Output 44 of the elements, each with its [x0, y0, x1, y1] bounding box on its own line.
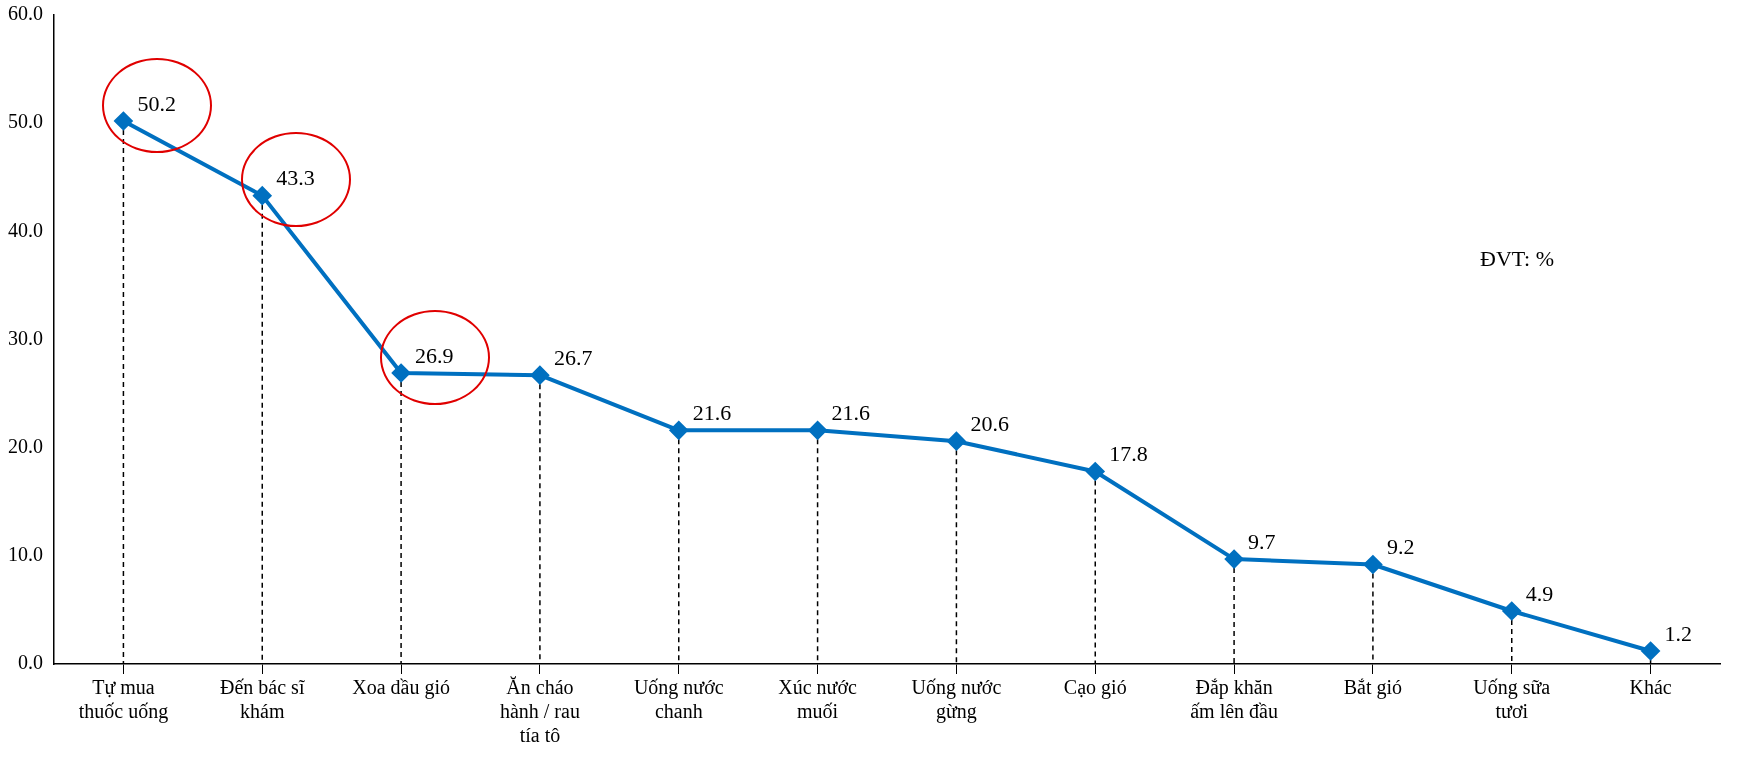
data-label: 26.7: [553, 344, 593, 370]
data-label: 50.2: [137, 90, 176, 116]
point: [1641, 642, 1660, 661]
data-label: 17.8: [1109, 441, 1148, 467]
y-tick-label: 40.0: [8, 218, 43, 241]
x-tick-label: Uống nước gừng: [911, 676, 1002, 724]
point: [392, 364, 411, 383]
data-label: 21.6: [692, 400, 732, 426]
x-tick-label: Cạo gió: [1063, 676, 1127, 700]
point: [1086, 462, 1105, 481]
point: [530, 366, 549, 385]
x-tick-label: Xoa dầu gió: [352, 676, 450, 700]
point: [253, 186, 272, 205]
data-label: 9.2: [1386, 534, 1415, 560]
y-tick-label: 50.0: [8, 110, 43, 133]
point: [114, 112, 133, 130]
x-tick-label: Ăn cháo hành / rau tía tô: [499, 676, 580, 747]
point: [669, 421, 688, 440]
data-label: 26.9: [415, 342, 454, 368]
x-tick-label: Uống sữa tươi: [1473, 676, 1551, 723]
x-tick-label: Đắp khăn ấm lên đầu: [1190, 676, 1278, 723]
x-tick-label: Bắt gió: [1343, 676, 1403, 700]
data-label: 20.6: [970, 410, 1009, 436]
annotation: ĐVT: %: [1480, 245, 1555, 271]
point: [947, 432, 966, 451]
data-label: 1.2: [1664, 620, 1693, 646]
y-tick-label: 30.0: [8, 326, 43, 349]
x-tick-label: Đến bác sĩ khám: [220, 676, 305, 723]
x-tick-label: Tự mua thuốc uống: [78, 676, 169, 724]
data-label: 21.6: [831, 400, 871, 426]
point: [1502, 602, 1521, 620]
data-label: 9.7: [1248, 528, 1276, 554]
y-tick-label: 0.0: [18, 651, 43, 674]
data-label: 43.3: [276, 165, 315, 191]
x-tick-label: Uống nước chanh: [633, 676, 724, 723]
x-tick-label: Xúc nước muối: [778, 676, 858, 723]
data-label: 4.9: [1525, 580, 1554, 606]
x-tick-label: Khác: [1629, 676, 1672, 699]
y-tick-label: 10.0: [8, 543, 43, 566]
point: [1225, 550, 1244, 569]
y-tick-label: 20.0: [8, 434, 43, 457]
point: [808, 421, 827, 440]
point: [1363, 555, 1382, 574]
y-tick-label: 60.0: [8, 2, 43, 25]
